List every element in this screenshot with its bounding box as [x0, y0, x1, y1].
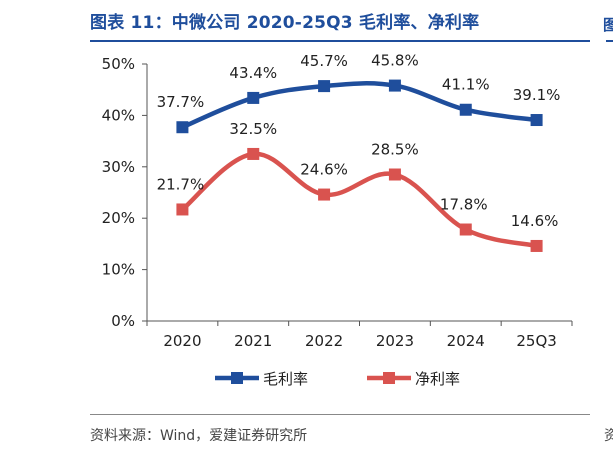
adjacent-figure-title-fragment: 图 — [603, 16, 613, 34]
legend-marker-swatch — [231, 372, 243, 384]
x-tick-label: 25Q3 — [516, 332, 556, 350]
data-label: 24.6% — [300, 161, 348, 179]
y-tick-label: 40% — [102, 106, 135, 124]
source-rule — [90, 414, 590, 415]
x-tick-label: 2022 — [305, 332, 343, 350]
data-point-marker — [459, 103, 472, 116]
series-line-1 — [180, 81, 539, 130]
x-tick-label: 2020 — [163, 332, 201, 350]
data-point-marker — [318, 188, 331, 201]
y-tick-label: 30% — [102, 158, 135, 176]
x-tick-label: 2021 — [234, 332, 272, 350]
data-point-marker — [247, 147, 260, 160]
y-tick-label: 20% — [102, 209, 135, 227]
data-label: 43.4% — [229, 64, 277, 82]
data-point-marker — [318, 80, 331, 93]
data-point-marker — [176, 203, 189, 216]
data-label: 41.1% — [442, 76, 490, 94]
data-label: 28.5% — [371, 141, 419, 159]
line-chart: 0% 10% 20% 30% 40% 50% 2020 2021 2022 2023 2024 25Q… — [102, 52, 573, 388]
legend-label: 毛利率 — [263, 370, 308, 388]
x-tick-label: 2023 — [376, 332, 414, 350]
adjacent-title-rule — [606, 40, 613, 42]
data-label: 14.6% — [511, 212, 559, 230]
data-point-marker — [176, 121, 189, 134]
y-tick-label: 50% — [102, 55, 135, 73]
data-label: 21.7% — [157, 175, 205, 193]
data-point-marker — [247, 91, 260, 104]
data-point-marker — [388, 79, 401, 92]
y-tick-label: 10% — [102, 261, 135, 279]
legend-marker-swatch — [383, 372, 395, 384]
data-label: 32.5% — [229, 120, 277, 138]
adjacent-source-fragment: 资 — [604, 428, 613, 444]
legend-label: 净利率 — [415, 370, 460, 388]
data-point-marker — [530, 239, 543, 252]
data-point-marker — [459, 223, 472, 236]
title-rule — [90, 40, 590, 42]
data-label: 45.8% — [371, 52, 419, 70]
data-label: 17.8% — [440, 196, 488, 214]
data-label: 37.7% — [157, 93, 205, 111]
data-label: 39.1% — [513, 86, 561, 104]
figure-title: 图表 11：中微公司 2020-25Q3 毛利率、净利率 — [90, 13, 480, 33]
data-point-marker — [530, 114, 543, 127]
x-tick-label: 2024 — [447, 332, 485, 350]
source-note: 资料来源：Wind，爱建证券研究所 — [90, 428, 308, 444]
data-label: 45.7% — [300, 52, 348, 70]
data-point-marker — [388, 168, 401, 181]
y-tick-label: 0% — [111, 312, 135, 330]
